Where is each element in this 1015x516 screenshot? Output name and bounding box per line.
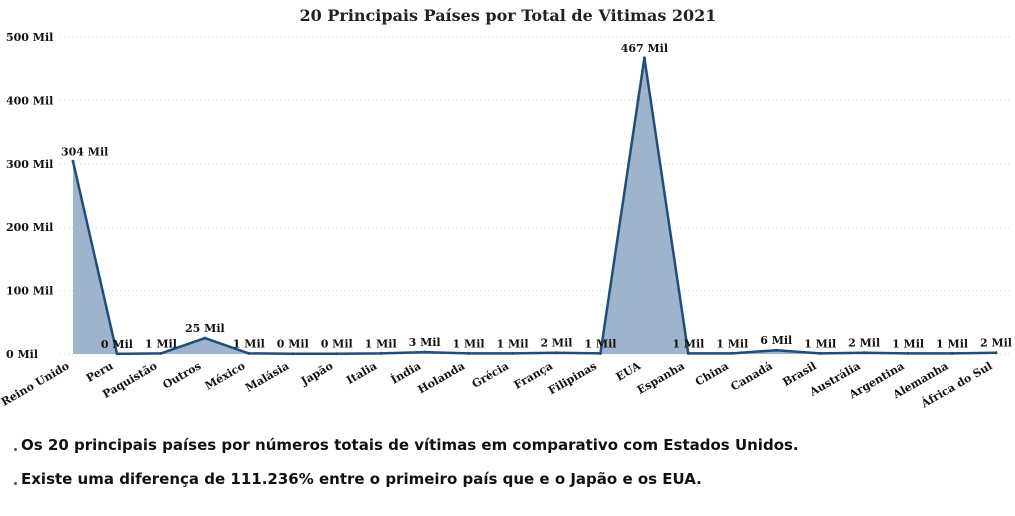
bullet-icon (14, 481, 17, 485)
data-point (906, 351, 910, 355)
data-label: 1 Mil (716, 337, 748, 350)
data-point (686, 351, 690, 355)
data-point (291, 352, 295, 356)
data-label: 2 Mil (980, 337, 1012, 350)
x-tick-label: EUA (614, 359, 644, 384)
y-tick-label: 300 Mil (6, 158, 53, 171)
data-label: 1 Mil (497, 337, 529, 350)
data-point (950, 351, 954, 355)
data-point (335, 352, 339, 356)
data-label: 0 Mil (277, 338, 309, 351)
note-text-2: Existe uma diferença de 111.236% entre o… (21, 470, 702, 488)
x-tick-label: Reino Unido (0, 359, 72, 408)
y-axis: 0 Mil 100 Mil 200 Mil 300 Mil 400 Mil 500 Mil (6, 31, 53, 361)
grid-lines (60, 36, 1010, 355)
data-labels: 304 Mil 0 Mil 1 Mil 25 Mil 1 Mil 0 Mil 0 Mil 1 … (61, 42, 1012, 351)
data-label: 2 Mil (848, 337, 880, 350)
y-tick-label: 100 Mil (6, 285, 53, 298)
data-label: 1 Mil (584, 337, 616, 350)
y-tick-label: 0 Mil (6, 348, 38, 361)
data-point (862, 351, 866, 355)
data-label: 1 Mil (892, 337, 924, 350)
note-2: Existe uma diferença de 111.236% entre o… (14, 462, 799, 496)
data-label: 467 Mil (621, 42, 668, 55)
data-point (598, 351, 602, 355)
x-tick-label: África do Sul (918, 358, 995, 410)
data-point (71, 159, 75, 163)
x-tick-label: Espanha (635, 359, 687, 397)
data-points (71, 56, 998, 356)
x-tick-label: Grécia (470, 359, 511, 390)
x-tick-label: Holanda (416, 359, 467, 396)
data-point (379, 351, 383, 355)
data-point (203, 336, 207, 340)
series-line (71, 56, 997, 356)
data-point (467, 351, 471, 355)
note-1: Os 20 principais países por números tota… (14, 428, 799, 462)
data-point (423, 350, 427, 354)
data-label: 304 Mil (61, 145, 108, 158)
data-point (730, 351, 734, 355)
x-tick-label: Outros (160, 359, 203, 391)
x-tick-label: China (693, 359, 731, 388)
data-point (774, 348, 778, 352)
x-tick-label: Canadá (729, 359, 775, 393)
data-label: 6 Mil (760, 334, 792, 347)
x-tick-label: Italia (344, 359, 379, 387)
data-point (642, 56, 646, 60)
x-tick-label: Peru (84, 359, 115, 385)
data-point (115, 352, 119, 356)
y-tick-label: 500 Mil (6, 31, 53, 44)
x-tick-label: Japão (298, 359, 335, 388)
area-fill (73, 57, 996, 355)
bullet-icon (14, 447, 17, 451)
data-point (247, 351, 251, 355)
data-label: 1 Mil (936, 337, 968, 350)
data-point (818, 351, 822, 355)
data-label: 0 Mil (321, 338, 353, 351)
data-label: 1 Mil (233, 337, 265, 350)
data-label: 1 Mil (672, 337, 704, 350)
data-point (159, 351, 163, 355)
y-tick-label: 200 Mil (6, 221, 53, 234)
area-chart: 20 Principais Países por Total de Vitima… (0, 6, 1012, 411)
data-label: 1 Mil (804, 337, 836, 350)
data-label: 25 Mil (185, 322, 225, 335)
data-point (994, 351, 998, 355)
data-label: 3 Mil (409, 336, 441, 349)
data-point (511, 351, 515, 355)
note-text-1: Os 20 principais países por números tota… (21, 436, 799, 454)
x-tick-label: Índia (388, 358, 423, 386)
data-point (554, 351, 558, 355)
data-label: 2 Mil (540, 337, 572, 350)
chart-title: 20 Principais Países por Total de Vitima… (300, 6, 717, 25)
x-tick-label: México (203, 359, 248, 392)
data-label: 1 Mil (453, 337, 485, 350)
data-label: 1 Mil (365, 337, 397, 350)
y-tick-label: 400 Mil (6, 94, 53, 107)
x-tick-label: Filipinas (546, 359, 599, 397)
data-label: 0 Mil (101, 338, 133, 351)
x-tick-label: Malásia (243, 359, 291, 394)
notes: Os 20 principais países por números tota… (14, 428, 799, 496)
data-label: 1 Mil (145, 337, 177, 350)
